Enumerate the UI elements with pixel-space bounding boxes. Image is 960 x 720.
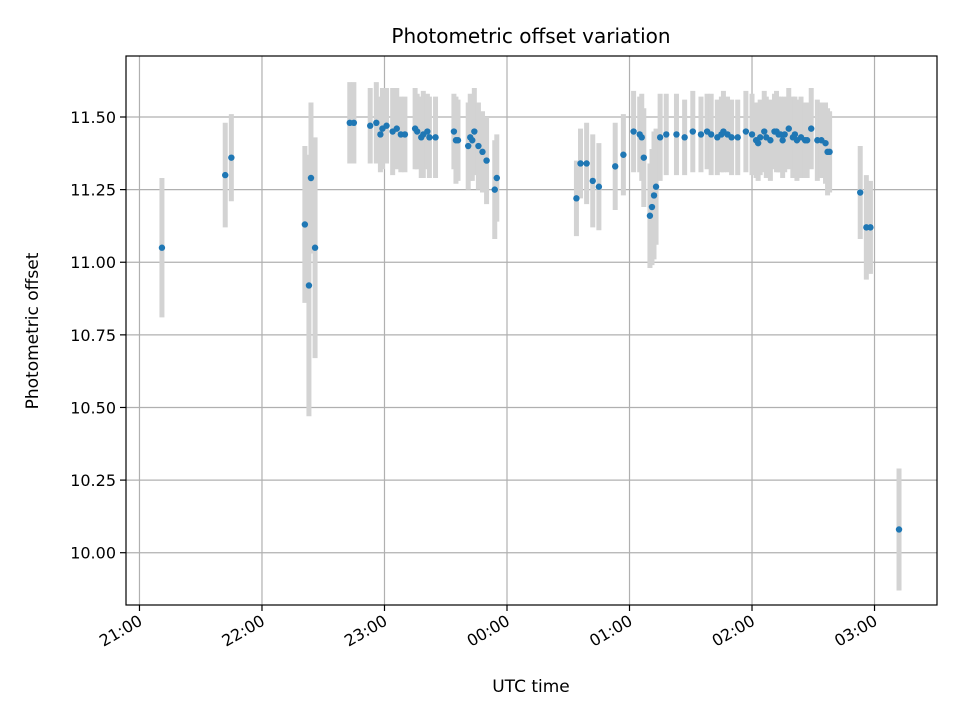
data-point (350, 119, 358, 127)
y-tick-label: 11.50 (70, 108, 116, 127)
data-point (577, 160, 584, 167)
data-point (383, 122, 390, 129)
data-point (475, 142, 482, 150)
data-point (767, 137, 774, 144)
data-point (785, 125, 792, 132)
data-point (857, 189, 864, 196)
data-point (612, 163, 619, 170)
data-point (573, 195, 580, 202)
data-points (158, 119, 903, 533)
data-point (366, 122, 374, 129)
y-tick-label: 11.25 (70, 181, 116, 200)
data-point (681, 134, 688, 141)
y-tick-label: 10.50 (70, 398, 116, 417)
data-point (479, 148, 486, 156)
y-tick-label: 11.00 (70, 253, 116, 272)
data-point (826, 148, 833, 156)
data-point (493, 174, 500, 182)
data-point (742, 128, 750, 135)
data-point (791, 131, 799, 138)
data-point (620, 151, 627, 158)
data-point (311, 244, 319, 251)
data-point (748, 131, 756, 138)
data-point (158, 244, 166, 251)
data-point (779, 137, 786, 144)
data-point (754, 139, 762, 147)
data-point (646, 212, 654, 219)
chart-title: Photometric offset variation (391, 24, 670, 48)
data-point (222, 171, 229, 179)
data-point (656, 134, 664, 141)
data-point (761, 128, 768, 135)
data-point (867, 224, 874, 231)
data-point (663, 131, 670, 138)
data-point (808, 125, 815, 132)
data-point (450, 128, 458, 135)
data-point (595, 183, 603, 190)
data-point (432, 134, 439, 141)
data-point (413, 128, 421, 135)
data-point (393, 125, 400, 132)
data-point (469, 137, 476, 144)
data-point (638, 134, 645, 141)
data-point (781, 131, 788, 138)
data-point (728, 134, 735, 141)
data-point (228, 154, 235, 161)
data-point (377, 131, 384, 138)
data-point (652, 183, 660, 190)
data-point (689, 128, 697, 135)
data-point (424, 128, 431, 135)
data-point (640, 154, 647, 161)
data-point (426, 134, 433, 141)
y-tick-label: 10.00 (70, 544, 116, 563)
y-axis-title: Photometric offset (23, 252, 43, 409)
data-point (373, 119, 380, 127)
data-point (650, 192, 658, 199)
data-point (822, 139, 829, 147)
data-point (307, 174, 315, 182)
data-point (589, 177, 596, 185)
data-point (471, 128, 478, 135)
y-tick-label: 10.75 (70, 326, 116, 345)
data-point (756, 134, 764, 141)
y-tick-label: 10.25 (70, 471, 116, 490)
data-point (465, 142, 472, 150)
data-point (630, 128, 637, 135)
x-axis-title: UTC time (492, 677, 570, 697)
data-point (803, 137, 811, 144)
data-point (734, 134, 741, 141)
data-point (301, 221, 309, 228)
data-point (895, 526, 903, 533)
data-point (673, 131, 680, 138)
data-point (648, 203, 656, 211)
data-point (454, 137, 462, 144)
data-point (697, 131, 705, 138)
data-point (401, 131, 409, 138)
data-point (583, 160, 590, 167)
data-point (305, 282, 313, 289)
data-point (483, 157, 490, 164)
data-point (491, 186, 498, 193)
plot-frame (125, 55, 938, 606)
data-point (707, 131, 715, 138)
